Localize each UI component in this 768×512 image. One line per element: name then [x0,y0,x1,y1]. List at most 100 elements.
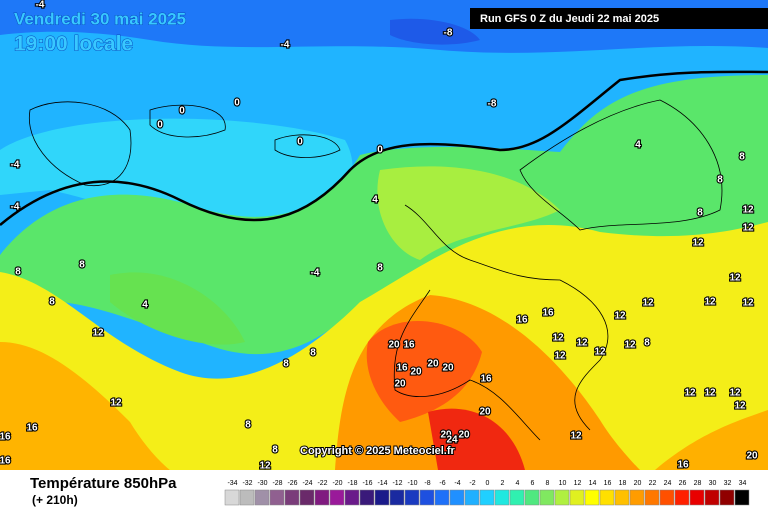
coast-scandinavia [519,99,723,231]
contour-label: -4 [36,0,45,11]
scale-label: 22 [649,480,657,487]
contour-label: 12 [570,431,582,442]
scale-label: 18 [619,480,627,487]
contour-label: 12 [624,340,636,351]
scale-swatch [584,489,600,506]
contour-label: 24 [446,435,458,446]
contour-label: -4 [311,268,320,279]
scale-label: -18 [347,480,357,487]
coast-iceland [274,134,341,158]
field-red-south [428,408,525,470]
contour-label: 20 [394,379,406,390]
contour-label: 12 [684,388,696,399]
contour-label: 8 [49,297,55,308]
contour-label: 12 [110,398,122,409]
contour-label: 16 [0,456,11,467]
contour-label: 8 [717,175,723,186]
contour-label: 0 [377,145,383,156]
contour-label: 20 [442,363,454,374]
contour-label: -4 [11,160,20,171]
scale-swatch [599,489,615,506]
scale-label: 20 [634,480,642,487]
contour-label: 12 [259,461,271,472]
field-orange-east [655,410,768,470]
scale-swatch [659,489,675,506]
copyright: Copyright © 2025 Meteociel.fr [300,445,456,457]
scale-swatch [389,489,405,506]
contour-label: 0 [234,98,240,109]
contour-label: 20 [458,430,470,441]
scale-label: -28 [272,480,282,487]
scale-label: 24 [664,480,672,487]
scale-swatch [734,489,750,506]
contour-label: 12 [704,297,716,308]
contour-label: 20 [479,407,491,418]
scale-label: 16 [604,480,612,487]
contour-label: 0 [157,120,163,131]
scale-swatch [254,489,270,506]
scale-swatch [674,489,690,506]
coast-island [149,104,226,138]
scale-swatch [284,489,300,506]
scale-swatch [494,489,510,506]
scale-label: -4 [454,480,460,487]
scale-label: -10 [407,480,417,487]
contour-label: 12 [742,223,754,234]
scale-label: -30 [257,480,267,487]
scale-label: -26 [287,480,297,487]
scale-label: 12 [574,480,582,487]
scale-label: 32 [724,480,732,487]
scale-label: 4 [516,480,520,487]
color-scale: -34 -32 -30 -28 -26 -24 -22 -20 -18 -16 -14 -12 -10-… [224,480,750,506]
contour-label: 12 [729,388,741,399]
scale-label: -16 [362,480,372,487]
scale-label: -8 [424,480,430,487]
field-orange-west [0,342,170,470]
contour-label: 0 [297,137,303,148]
scale-label: -6 [439,480,445,487]
date-title: Vendredi 30 mai 2025 [14,9,186,28]
contour-label: 8 [310,348,316,359]
field-green-patch [110,272,245,345]
scale-swatch [449,489,465,506]
scale-label: 8 [546,480,550,487]
run-box [470,8,768,29]
contour-label: 12 [642,298,654,309]
zero-isotherm [0,70,768,226]
scale-swatch [689,489,705,506]
contour-label: 12 [742,205,754,216]
scale-label: 2 [501,480,505,487]
contour-label: 12 [554,351,566,362]
scale-swatch [239,489,255,506]
scale-swatch [299,489,315,506]
contour-label: 16 [542,308,554,319]
scale-swatch [374,489,390,506]
contour-label: 12 [742,298,754,309]
scale-swatch [629,489,645,506]
scale-swatch [419,489,435,506]
scale-swatch [269,489,285,506]
field-red [366,320,482,422]
scale-swatch [569,489,585,506]
contour-label: 16 [677,460,689,471]
scale-swatch [329,489,345,506]
contour-label: 20 [427,359,439,370]
contour-label: 16 [0,432,11,443]
contour-label: -4 [11,202,20,213]
contour-label: 20 [388,340,400,351]
scale-label: -34 [227,480,237,487]
contour-label: 12 [692,238,704,249]
contour-label: 12 [576,338,588,349]
coastlines [28,99,723,441]
scale-label: 34 [739,480,747,487]
contour-label: 12 [704,388,716,399]
scale-swatch [224,489,240,506]
scale-label: -12 [392,480,402,487]
contour-label: 12 [594,347,606,358]
scale-swatch [644,489,660,506]
field-cyan [0,118,353,234]
contour-label: 8 [697,208,703,219]
contour-label: 8 [283,359,289,370]
contour-label: 16 [403,340,415,351]
